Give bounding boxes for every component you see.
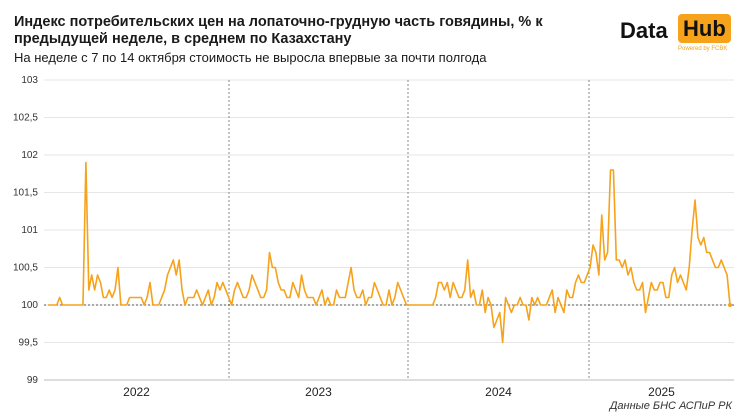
x-year-label: 2022 [123, 385, 150, 399]
y-tick-label: 101,5 [13, 188, 38, 199]
x-year-label: 2025 [648, 385, 675, 399]
y-tick-label: 99 [27, 375, 39, 386]
y-tick-label: 101 [21, 225, 38, 236]
y-tick-label: 102 [21, 150, 38, 161]
chart-subtitle: На неделе с 7 по 14 октября стоимость не… [14, 50, 487, 65]
y-tick-label: 102,5 [13, 113, 38, 124]
y-tick-label: 99,5 [19, 338, 39, 349]
logo-hub-text: Hub [678, 14, 731, 43]
series-end-point [728, 303, 732, 307]
series-line [48, 161, 731, 344]
y-tick-label: 100,5 [13, 263, 38, 274]
x-year-label: 2023 [305, 385, 332, 399]
logo-powered-text: Powered by FCBK [678, 46, 728, 52]
chart-title: Индекс потребительских цен на лопаточно-… [14, 14, 543, 47]
logo-data-text: Data [620, 18, 668, 43]
source-note: Данные БНС АСПиР РК [609, 400, 732, 412]
x-year-label: 2024 [485, 385, 512, 399]
y-tick-label: 103 [21, 75, 38, 86]
datahub-logo: Data Hub Powered by FCBK [620, 12, 738, 56]
y-tick-label: 100 [21, 300, 38, 311]
